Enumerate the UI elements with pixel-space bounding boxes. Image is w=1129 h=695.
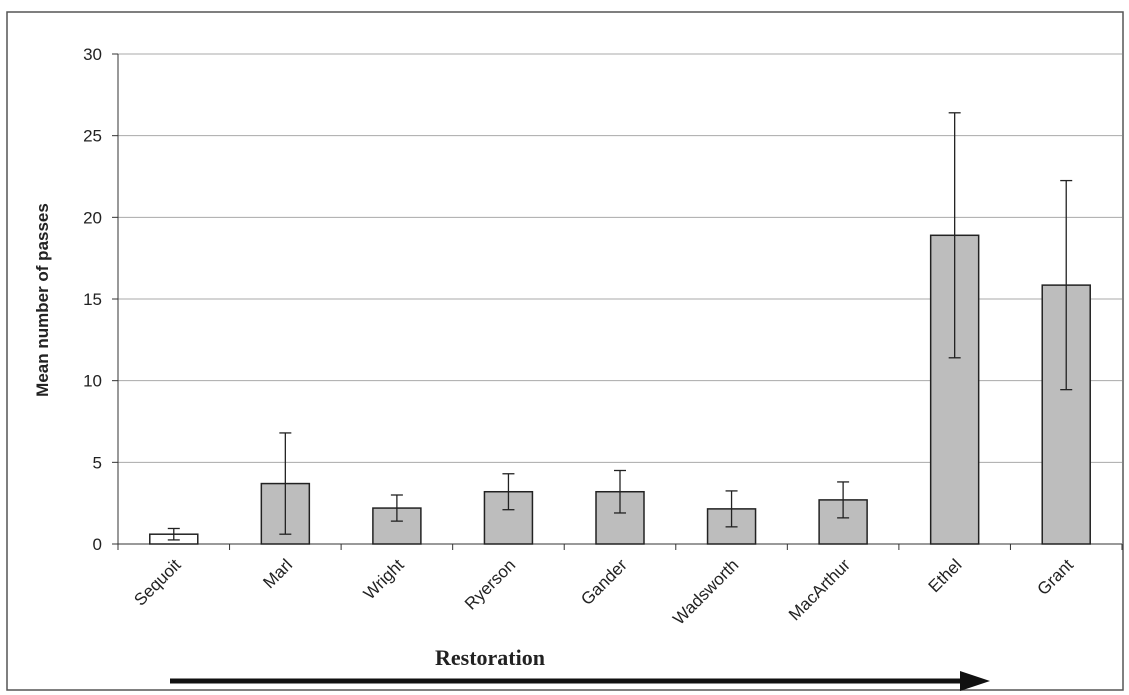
y-tick-label: 15 <box>83 290 102 309</box>
arrow-head <box>960 671 990 691</box>
y-tick-label: 25 <box>83 127 102 146</box>
annotation: Restoration <box>435 645 545 670</box>
y-tick-label: 5 <box>93 453 102 472</box>
y-tick-label: 20 <box>83 208 102 227</box>
y-axis-label: Mean number of passes <box>33 203 52 397</box>
y-tick-label: 0 <box>93 535 102 554</box>
y-tick-label: 30 <box>83 45 102 64</box>
y-tick-label: 10 <box>83 372 102 391</box>
